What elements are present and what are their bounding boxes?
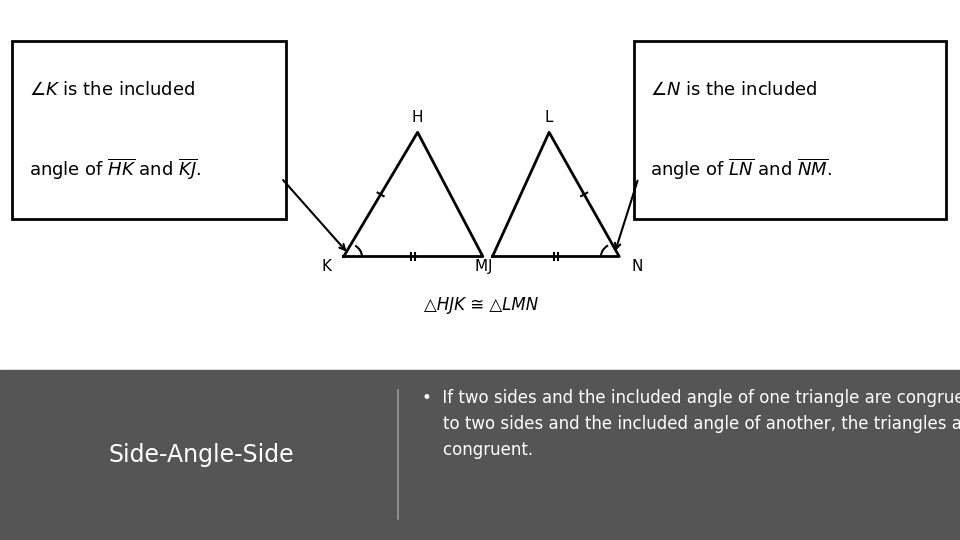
Text: N: N — [632, 259, 643, 274]
Text: •  If two sides and the included angle of one triangle are congruent
    to two : • If two sides and the included angle of… — [422, 389, 960, 458]
Text: angle of $\overline{HK}$ and $\overline{KJ}$.: angle of $\overline{HK}$ and $\overline{… — [29, 157, 201, 182]
Text: Side-Angle-Side: Side-Angle-Side — [108, 443, 295, 467]
Text: H: H — [412, 110, 423, 125]
Text: M: M — [474, 259, 488, 274]
Text: △HJK ≅ △LMN: △HJK ≅ △LMN — [424, 296, 539, 314]
Text: $\angle N$ is the included: $\angle N$ is the included — [650, 81, 818, 99]
Text: $\angle K$ is the included: $\angle K$ is the included — [29, 81, 195, 99]
Text: L: L — [545, 110, 553, 125]
FancyBboxPatch shape — [12, 40, 286, 219]
FancyBboxPatch shape — [634, 40, 946, 219]
Text: J: J — [488, 259, 492, 274]
Text: K: K — [322, 259, 331, 274]
Bar — [0, 370, 960, 540]
Text: angle of $\overline{LN}$ and $\overline{NM}$.: angle of $\overline{LN}$ and $\overline{… — [650, 157, 832, 182]
